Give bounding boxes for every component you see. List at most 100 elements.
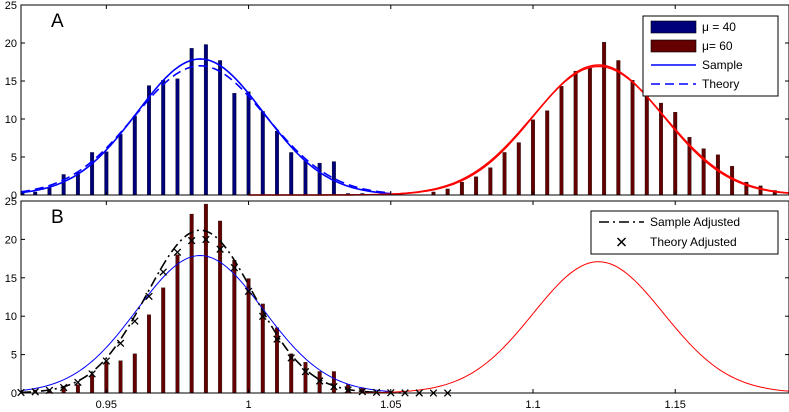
bar <box>659 102 663 196</box>
bar <box>317 162 322 196</box>
bar <box>175 78 180 196</box>
bar <box>758 185 763 196</box>
bar <box>47 187 52 196</box>
bar <box>531 119 535 196</box>
bar <box>118 360 123 394</box>
bar <box>701 148 706 196</box>
bar <box>715 154 720 196</box>
y-tick-label: 20 <box>5 38 17 50</box>
x-marker <box>273 335 281 343</box>
x-marker <box>287 354 295 362</box>
legend-label: Sample <box>702 58 743 72</box>
y-tick-label: 15 <box>5 273 17 285</box>
bar <box>616 60 621 196</box>
x-marker <box>330 382 338 391</box>
panel-a: 0 5 10 15 20 25 A μ = 40 μ= 60 Sample Theory <box>5 0 789 202</box>
y-tick-label: 10 <box>5 311 17 323</box>
x-marker <box>344 386 352 394</box>
x-marker <box>116 339 125 348</box>
bar <box>488 167 493 196</box>
curve-1 <box>20 255 391 393</box>
x-marker <box>259 312 267 321</box>
legend-swatch <box>650 20 697 34</box>
legend-label: μ= 60 <box>702 39 733 53</box>
x-marker <box>102 357 111 365</box>
x-marker <box>131 317 139 325</box>
bar <box>104 361 109 394</box>
y-tick-label: 0 <box>11 388 17 400</box>
curve-2 <box>20 64 391 194</box>
bar <box>189 48 194 196</box>
x-marker <box>88 370 96 378</box>
bar <box>90 374 95 394</box>
y-tick-label: 5 <box>11 350 17 362</box>
x-marker <box>59 383 68 392</box>
x-tick-label: 0.95 <box>96 399 117 411</box>
legend-label: Theory <box>702 77 739 91</box>
legend-swatch <box>650 39 697 53</box>
x-marker <box>202 235 210 244</box>
bar <box>303 159 308 196</box>
y-tick-label: 25 <box>5 196 17 208</box>
bar <box>218 220 223 394</box>
bar <box>673 112 678 196</box>
axes-frame <box>20 4 789 196</box>
legend-label: μ = 40 <box>702 20 736 34</box>
bar <box>104 151 109 196</box>
y-tick-label: 0 <box>11 190 17 202</box>
bar <box>516 142 521 196</box>
x-marker <box>159 268 167 276</box>
bar <box>161 287 166 394</box>
x-tick-label: 1 <box>245 399 251 411</box>
x-marker <box>31 388 39 396</box>
panel-label: B <box>51 207 64 228</box>
legend-label: Theory Adjusted <box>650 235 737 249</box>
bar <box>331 161 336 196</box>
bar <box>289 152 294 196</box>
bar <box>132 115 137 196</box>
bar <box>90 152 95 196</box>
legend-marker <box>616 237 627 247</box>
x-tick-label: 1.05 <box>380 399 401 411</box>
legend: μ = 40 μ= 60 Sample Theory <box>642 15 779 97</box>
x-marker <box>244 287 253 296</box>
x-marker <box>315 377 324 385</box>
bar <box>246 91 251 196</box>
bar <box>61 174 66 196</box>
bar <box>175 254 180 394</box>
bar <box>303 362 308 394</box>
bar <box>559 86 564 196</box>
bar <box>587 67 592 196</box>
bar <box>331 371 336 394</box>
bar <box>502 152 507 196</box>
x-marker <box>74 378 82 387</box>
x-marker <box>358 387 367 396</box>
x-marker <box>173 248 182 257</box>
legend: Sample Adjusted Theory Adjusted <box>590 210 779 255</box>
panel-b: 0 5 10 15 20 25 0.95 1 1.05 1.1 1.15 B Sample Adjust… <box>5 196 789 411</box>
x-marker <box>372 388 381 397</box>
curve-2 <box>20 229 406 394</box>
bar <box>232 259 237 394</box>
y-tick-label: 5 <box>11 152 17 164</box>
x-marker <box>216 245 224 253</box>
bar <box>630 80 635 196</box>
bar <box>147 314 151 394</box>
bar <box>275 131 279 196</box>
bar <box>132 353 137 394</box>
bar <box>246 278 251 394</box>
x-marker <box>230 263 239 272</box>
bar <box>118 134 123 196</box>
legend-label: Sample Adjusted <box>650 215 740 229</box>
y-tick-label: 20 <box>5 234 17 246</box>
x-marker <box>145 292 153 301</box>
curve-1 <box>20 58 391 195</box>
y-tick-label: 15 <box>5 76 17 88</box>
bar <box>161 80 166 196</box>
y-tick-label: 25 <box>5 0 17 12</box>
bar <box>474 176 479 196</box>
bar <box>260 111 265 196</box>
bar-series-1 <box>33 203 365 394</box>
bar <box>232 93 237 196</box>
x-tick-label: 1.15 <box>665 399 686 411</box>
